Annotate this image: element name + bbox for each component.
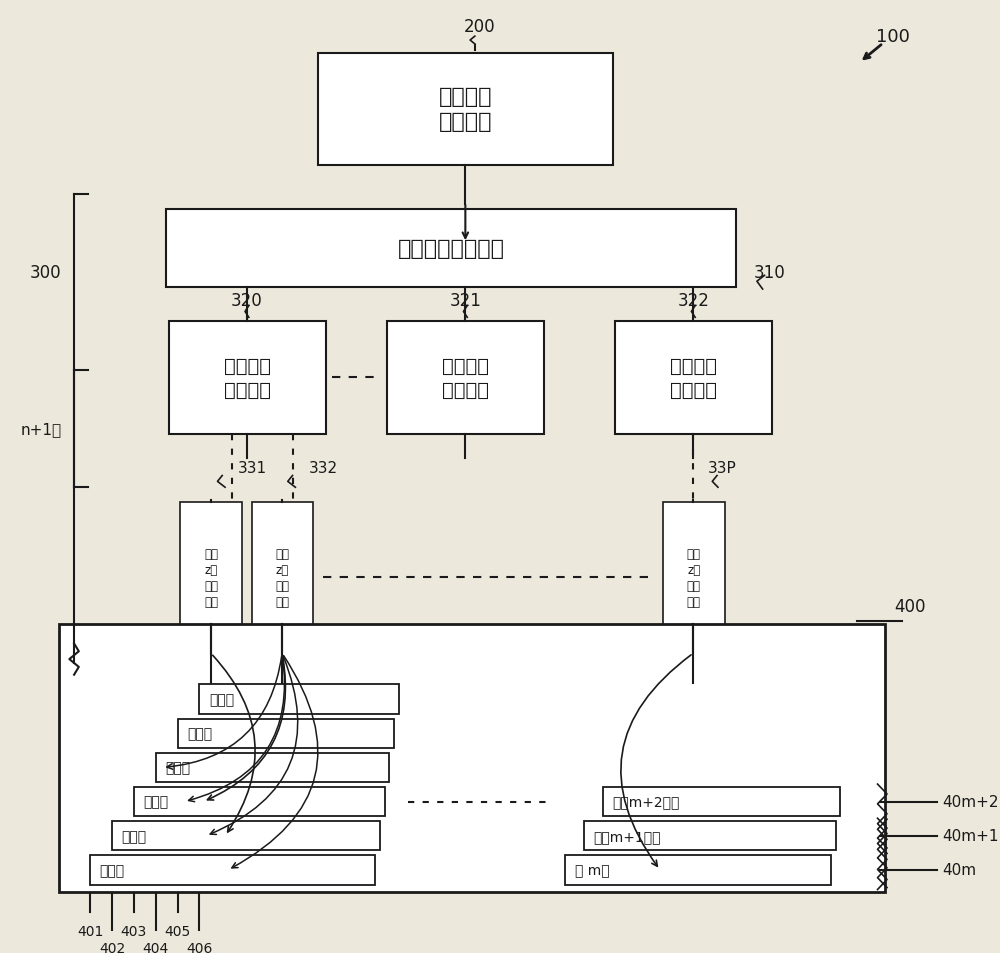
Text: 第（m+1）组: 第（m+1）组	[594, 829, 661, 843]
Bar	[199, 685, 399, 714]
Text: 331: 331	[238, 460, 267, 476]
Text: 401: 401	[77, 923, 103, 938]
Text: 第四组: 第四组	[165, 760, 190, 775]
Text: 200: 200	[464, 18, 495, 36]
Text: 第二索引
确定单元: 第二索引 确定单元	[670, 356, 717, 399]
Text: 第（m+2）组: 第（m+2）组	[613, 795, 680, 809]
Bar	[166, 210, 736, 288]
Text: 320: 320	[231, 292, 263, 310]
Text: 332: 332	[308, 460, 337, 476]
Text: 40m+2: 40m+2	[942, 794, 999, 809]
Text: 300: 300	[30, 264, 62, 282]
Bar	[584, 821, 836, 851]
Bar	[603, 787, 840, 817]
Bar	[112, 821, 380, 851]
Text: 40m: 40m	[942, 862, 976, 878]
Bar	[565, 856, 831, 884]
Bar	[387, 322, 544, 434]
Bar	[134, 787, 385, 817]
Text: 322: 322	[677, 292, 709, 310]
Text: 第确
z定
索单
引元: 第确 z定 索单 引元	[687, 547, 701, 608]
Text: 第二索引
确定单元: 第二索引 确定单元	[442, 356, 489, 399]
Text: 第二组: 第二组	[122, 829, 147, 843]
Text: 指纹数据
获取设备: 指纹数据 获取设备	[439, 88, 492, 132]
Bar	[156, 753, 389, 782]
Text: 第确
z定
索单
引元: 第确 z定 索单 引元	[276, 547, 290, 608]
Bar	[252, 502, 313, 654]
Text: 第五组: 第五组	[187, 726, 212, 740]
Text: 310: 310	[753, 264, 785, 282]
Bar	[59, 624, 885, 893]
Text: 33P: 33P	[707, 460, 736, 476]
Text: 404: 404	[143, 942, 169, 953]
Bar	[180, 502, 242, 654]
Text: 第三组: 第三组	[143, 795, 169, 809]
Text: 402: 402	[99, 942, 125, 953]
Bar	[615, 322, 772, 434]
Text: 403: 403	[121, 923, 147, 938]
Text: 321: 321	[449, 292, 481, 310]
Text: 第 m组: 第 m组	[575, 863, 609, 877]
Bar	[318, 53, 613, 166]
Text: 第二索引
确定单元: 第二索引 确定单元	[224, 356, 271, 399]
Bar	[178, 719, 394, 748]
Text: 400: 400	[895, 598, 926, 616]
Text: 第确
z定
索单
引元: 第确 z定 索单 引元	[204, 547, 218, 608]
Text: 第一索引确定单元: 第一索引确定单元	[398, 239, 505, 258]
Text: 100: 100	[876, 28, 910, 46]
Text: 406: 406	[186, 942, 213, 953]
Bar	[663, 502, 725, 654]
Bar	[90, 856, 375, 884]
Text: n+1级: n+1级	[21, 421, 62, 436]
Text: 405: 405	[164, 923, 191, 938]
Text: 第一组: 第一组	[100, 863, 125, 877]
Text: 第六组: 第六组	[209, 693, 234, 706]
Text: 40m+1: 40m+1	[942, 828, 999, 843]
Bar	[169, 322, 326, 434]
